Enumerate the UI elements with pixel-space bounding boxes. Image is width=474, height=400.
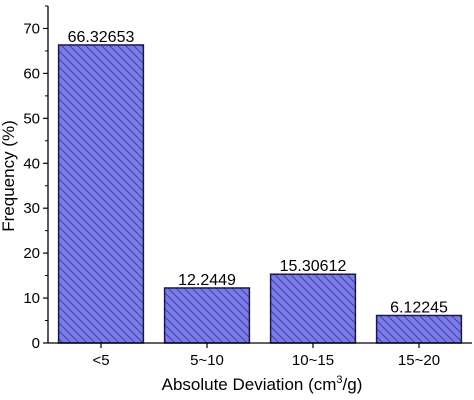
bar-value-label: 12.2449: [178, 272, 236, 289]
bar: [57, 44, 145, 344]
bar-hatch: [57, 44, 145, 344]
bar: [375, 314, 463, 344]
x-tick-label: <5: [92, 352, 109, 369]
bar: [163, 287, 251, 344]
y-tick-label: 50: [23, 110, 40, 127]
y-tick-label: 40: [23, 155, 40, 172]
bar-value-label: 6.12245: [390, 299, 448, 316]
x-axis-title-superscript: 3: [336, 374, 342, 386]
y-axis-title: Frequency (%): [0, 120, 18, 231]
bar-value-label: 66.32653: [68, 29, 135, 46]
bar-hatch: [375, 314, 463, 344]
bars-layer: [57, 44, 463, 344]
bar-value-label: 15.30612: [280, 258, 347, 275]
axes: [47, 6, 472, 344]
x-axis-title-unit: /g): [343, 375, 363, 394]
x-tick-label: 10~15: [292, 352, 334, 369]
x-tick-label: 15~20: [398, 352, 440, 369]
y-tick-label: 70: [23, 20, 40, 37]
bar: [269, 273, 357, 344]
x-ticks-layer: <5 5~10 10~15 15~20: [92, 343, 440, 369]
bar-hatch: [163, 287, 251, 344]
y-ticks-layer: 0 10 20 30 40 50 60 70: [23, 5, 48, 352]
y-tick-label: 10: [23, 290, 40, 307]
bar-hatch: [269, 273, 357, 344]
y-tick-label: 60: [23, 65, 40, 82]
y-tick-label: 0: [32, 335, 40, 352]
y-tick-label: 30: [23, 200, 40, 217]
y-tick-label: 20: [23, 245, 40, 262]
x-axis-title-main: Absolute Deviation (cm: [162, 375, 337, 394]
x-tick-label: 5~10: [190, 352, 224, 369]
x-axis-title: Absolute Deviation (cm3/g): [162, 374, 363, 394]
data-labels-layer: 66.32653 12.2449 15.30612 6.12245: [68, 29, 448, 317]
